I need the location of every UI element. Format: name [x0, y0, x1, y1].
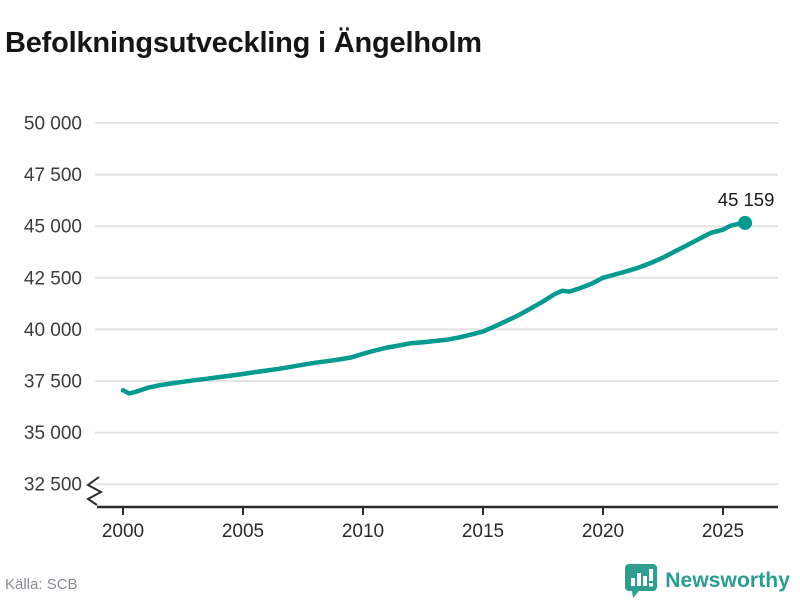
population-line: [120, 220, 748, 396]
x-axis-tick-label: 2005: [222, 521, 264, 542]
logo-exclamation-bar: [649, 569, 654, 581]
y-axis-tick-label: 45 000: [24, 217, 82, 238]
logo-bar-2: [637, 573, 642, 586]
source-text: Källa: SCB: [5, 576, 78, 593]
logo-bar-1: [631, 578, 636, 586]
end-point-dot: [738, 215, 753, 230]
y-axis-tick-label: 37 500: [24, 372, 82, 393]
x-axis-tick-label: 2025: [702, 521, 744, 542]
end-value-label: 45 159: [718, 189, 775, 210]
y-axis-tick-label: 50 000: [24, 114, 82, 135]
y-axis-tick-label: 35 000: [24, 423, 82, 444]
chart-svg: 50 000 47 500 45 000 42 500 40 000 37 500 35 0…: [24, 114, 778, 542]
x-axis-tick-label: 2010: [342, 521, 384, 542]
axis-break-icon: [86, 476, 104, 506]
logo-exclamation-dot: [649, 583, 654, 587]
logo-bar-3: [643, 576, 648, 586]
x-axis-tick-label: 2000: [102, 521, 144, 542]
newsworthy-logo[interactable]: Newsworthy: [624, 563, 790, 599]
x-axis-tick-label: 2015: [462, 521, 504, 542]
y-axis-tick-label: 42 500: [24, 268, 82, 289]
newsworthy-logo-icon: [625, 564, 658, 598]
chart-area: 50 000 47 500 45 000 42 500 40 000 37 500 35 0…: [0, 85, 800, 550]
x-axis-tick-label: 2020: [582, 521, 624, 542]
y-axis-tick-label: 40 000: [24, 320, 82, 341]
page-title: Befolkningsutveckling i Ängelholm: [5, 27, 482, 60]
y-axis-tick-label: 32 500: [24, 475, 82, 496]
newsworthy-logo-text: Newsworthy: [665, 569, 790, 592]
y-axis-tick-label: 47 500: [24, 165, 82, 186]
